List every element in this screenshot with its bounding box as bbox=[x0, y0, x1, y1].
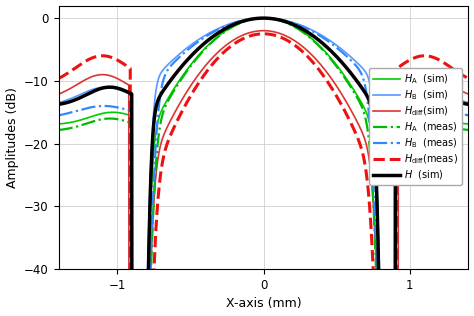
Y-axis label: Amplitudes (dB): Amplitudes (dB) bbox=[6, 87, 18, 188]
Legend: $H_\mathrm{A}$  (sim), $H_\mathrm{B}$  (sim), $H_\mathrm{diff}$(sim), $H_\mathrm: $H_\mathrm{A}$ (sim), $H_\mathrm{B}$ (si… bbox=[369, 68, 462, 185]
X-axis label: X-axis (mm): X-axis (mm) bbox=[226, 297, 301, 310]
